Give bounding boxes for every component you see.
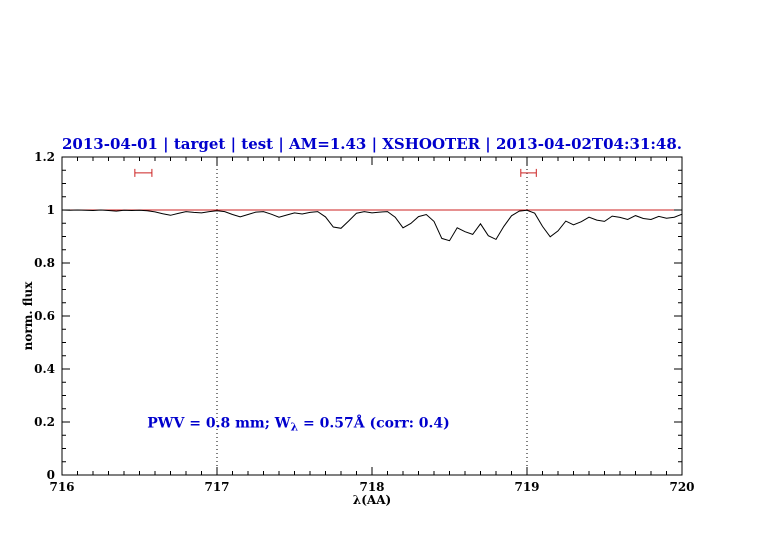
x-tick-labels: 716 717 718 719 720 bbox=[49, 480, 694, 494]
y-tick-labels: 0 0.2 0.4 0.6 0.8 1 1.2 bbox=[34, 150, 55, 482]
axis-ticks bbox=[61, 156, 683, 476]
y-tick-label: 0.2 bbox=[34, 415, 55, 429]
x-tick-label: 718 bbox=[359, 480, 384, 494]
x-tick-label: 720 bbox=[669, 480, 694, 494]
y-tick-label: 1 bbox=[47, 203, 55, 217]
plot-title: 2013-04-01 | target | test | AM=1.43 | X… bbox=[62, 135, 683, 153]
y-tick-label: 0.8 bbox=[34, 256, 55, 270]
y-tick-label: 0.6 bbox=[34, 309, 55, 323]
x-tick-label: 717 bbox=[204, 480, 229, 494]
x-tick-label: 719 bbox=[514, 480, 539, 494]
x-tick-label: 716 bbox=[49, 480, 74, 494]
pwv-annotation: PWV = 0.8 mm; Wλ = 0.57Å (corr: 0.4) bbox=[147, 413, 450, 433]
x-axis-label: λ(AA) bbox=[352, 493, 392, 507]
y-tick-label: 1.2 bbox=[34, 150, 55, 164]
y-tick-label: 0 bbox=[47, 468, 55, 482]
y-tick-label: 0.4 bbox=[34, 362, 55, 376]
telluric-range-markers bbox=[134, 168, 537, 177]
spectrum-line bbox=[61, 209, 683, 242]
